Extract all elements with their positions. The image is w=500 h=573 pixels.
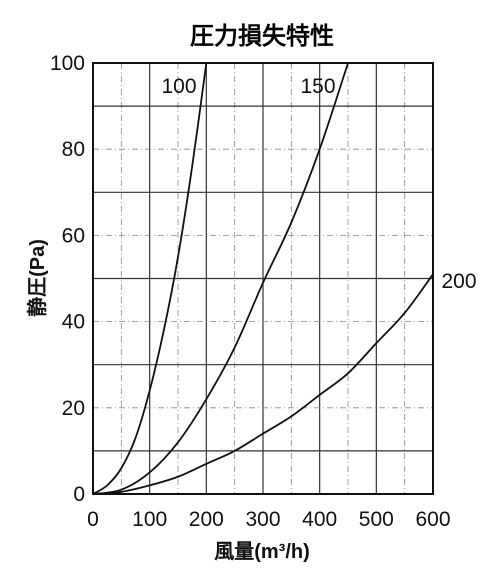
x-tick-label: 400 — [302, 508, 337, 531]
x-tick-label: 200 — [189, 508, 224, 531]
series-labels: 100 150 200 — [161, 75, 476, 293]
series-label-200: 200 — [441, 270, 476, 293]
x-tick-labels: 0 100 200 300 400 500 600 — [87, 508, 450, 531]
chart-title: 圧力損失特性 — [190, 23, 334, 50]
x-tick-label: 100 — [132, 508, 167, 531]
y-tick-label: 20 — [62, 397, 85, 420]
series-line-200 — [92, 273, 434, 495]
y-tick-label: 80 — [62, 138, 85, 161]
x-tick-label: 0 — [87, 508, 99, 531]
x-tick-label: 300 — [245, 508, 280, 531]
y-axis-label: 静圧(Pa) — [25, 239, 49, 317]
grid — [93, 63, 433, 494]
plot-frame — [92, 62, 434, 495]
y-tick-label: 60 — [62, 224, 85, 247]
series-label-150: 150 — [300, 75, 335, 98]
x-tick-label: 500 — [359, 508, 394, 531]
y-tick-label: 40 — [62, 311, 85, 334]
x-axis-label: 風量(m³/h) — [214, 540, 310, 563]
series-label-100: 100 — [161, 75, 196, 98]
series-line-100 — [92, 62, 208, 495]
y-tick-label: 100 — [50, 52, 85, 75]
y-tick-label: 0 — [73, 483, 85, 506]
series-lines — [92, 62, 434, 495]
series-line-150 — [92, 62, 349, 495]
y-tick-labels: 0 20 40 60 80 100 — [50, 52, 85, 506]
x-tick-label: 600 — [415, 508, 450, 531]
